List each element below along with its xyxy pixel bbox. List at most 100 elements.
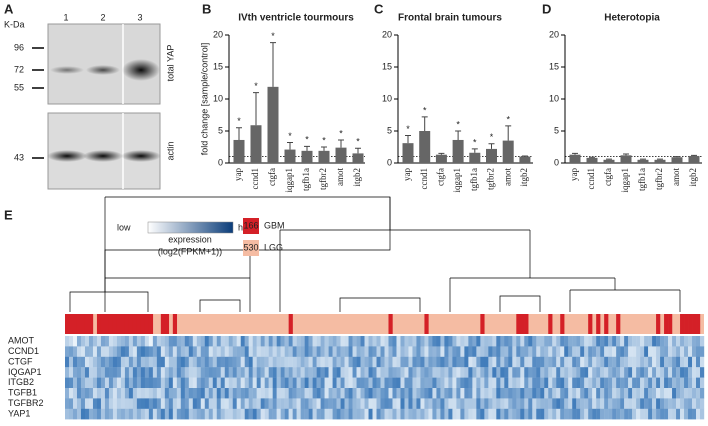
heatmap-cell bbox=[492, 377, 497, 389]
heatmap-cell bbox=[572, 398, 577, 409]
heatmap-cell bbox=[620, 356, 625, 368]
heatmap-cell bbox=[272, 367, 277, 378]
heatmap-cell bbox=[76, 377, 82, 389]
heatmap-cell bbox=[576, 408, 581, 420]
heatmap-cell bbox=[120, 356, 126, 368]
heatmap-cell bbox=[304, 336, 309, 347]
heatmap-cell bbox=[188, 388, 193, 399]
heatmap-cell bbox=[540, 408, 545, 420]
heatmap-cell bbox=[196, 398, 201, 409]
error-bar bbox=[640, 158, 646, 160]
heatmap-cell bbox=[240, 398, 245, 409]
heatmap-cell bbox=[436, 398, 441, 409]
heatmap-cell bbox=[204, 356, 209, 368]
bar bbox=[586, 157, 598, 163]
heatmap-cell bbox=[668, 336, 673, 347]
heatmap-cell bbox=[204, 336, 209, 347]
heatmap-cell bbox=[288, 388, 293, 399]
heatmap-cell bbox=[492, 336, 497, 347]
heatmap-cell bbox=[196, 377, 201, 389]
heatmap-cell bbox=[364, 346, 369, 357]
y-tick-label: 15 bbox=[213, 61, 223, 71]
x-tick-label: itgb2 bbox=[519, 168, 529, 187]
heatmap-cell bbox=[220, 408, 225, 420]
heatmap-cell bbox=[644, 398, 649, 409]
heatmap-cell bbox=[656, 336, 661, 347]
heatmap-cell bbox=[580, 367, 585, 378]
heatmap-cell bbox=[540, 377, 545, 389]
heatmap-cell bbox=[488, 346, 493, 357]
heatmap-cell bbox=[632, 346, 637, 357]
heatmap-cell bbox=[616, 388, 621, 399]
heatmap-cell bbox=[508, 367, 513, 378]
heatmap-cell bbox=[84, 398, 90, 409]
heatmap-cell bbox=[172, 408, 178, 420]
heatmap-cell bbox=[280, 377, 285, 389]
heatmap-cell bbox=[592, 388, 597, 399]
heatmap-cell bbox=[520, 356, 525, 368]
marker: 72 bbox=[14, 64, 24, 74]
heatmap-cell bbox=[688, 408, 693, 420]
heatmap-cell bbox=[348, 367, 353, 378]
heatmap-cell bbox=[376, 356, 381, 368]
heatmap-cell bbox=[96, 336, 102, 347]
heatmap-cell bbox=[320, 336, 325, 347]
heatmap-cell bbox=[420, 346, 425, 357]
heatmap-cell bbox=[600, 336, 605, 347]
heatmap-cell bbox=[648, 398, 653, 409]
heatmap-cell bbox=[304, 367, 309, 378]
heatmap-cell bbox=[292, 346, 297, 357]
significance: * bbox=[237, 116, 241, 126]
heatmap-cell bbox=[116, 408, 122, 420]
heatmap-cell bbox=[236, 336, 241, 347]
heatmap-cell bbox=[416, 367, 421, 378]
significance: * bbox=[406, 124, 410, 134]
heatmap-cell bbox=[408, 346, 413, 357]
heatmap-cell bbox=[284, 408, 289, 420]
heatmap-cell bbox=[392, 367, 397, 378]
bar bbox=[267, 86, 279, 163]
heatmap-cell bbox=[664, 398, 669, 409]
heatmap-cell bbox=[428, 346, 433, 357]
heatmap-cell bbox=[65, 408, 70, 420]
heatmap-cell bbox=[132, 346, 138, 357]
heatmap-cell bbox=[388, 408, 393, 420]
heatmap-cell bbox=[436, 336, 441, 347]
heatmap-cell bbox=[628, 388, 633, 399]
heatmap-cell bbox=[636, 377, 641, 389]
heatmap-cell bbox=[344, 408, 349, 420]
heatmap-cell bbox=[480, 388, 485, 399]
heatmap-cell bbox=[260, 346, 265, 357]
heatmap-cell bbox=[68, 408, 74, 420]
heatmap-cell bbox=[272, 398, 277, 409]
heatmap-cell bbox=[216, 408, 221, 420]
heatmap-cell bbox=[320, 408, 325, 420]
lane: 2 bbox=[100, 12, 105, 22]
heatmap-cell bbox=[112, 408, 118, 420]
heatmap-cell bbox=[260, 356, 265, 368]
heatmap-cell bbox=[520, 367, 525, 378]
heatmap-cell bbox=[424, 377, 429, 389]
heatmap-cell bbox=[616, 356, 621, 368]
heatmap-cell bbox=[212, 356, 217, 368]
heatmap-cell bbox=[176, 356, 182, 368]
heatmap-cell bbox=[268, 398, 273, 409]
heatmap-cell bbox=[124, 336, 130, 347]
heatmap-cell bbox=[400, 336, 405, 347]
heatmap-cell bbox=[228, 408, 233, 420]
heatmap-cell bbox=[320, 346, 325, 357]
heatmap-cell bbox=[324, 388, 329, 399]
heatmap-cell bbox=[152, 367, 158, 378]
heatmap-cell bbox=[464, 367, 469, 378]
heatmap-cell bbox=[672, 356, 677, 368]
heatmap-cell bbox=[240, 367, 245, 378]
heatmap-cell bbox=[84, 367, 90, 378]
heatmap-cell bbox=[584, 377, 589, 389]
heatmap-cell bbox=[344, 356, 349, 368]
heatmap-cell bbox=[212, 388, 217, 399]
bar bbox=[352, 153, 364, 163]
significance: * bbox=[271, 31, 275, 41]
heatmap-cell bbox=[232, 346, 237, 357]
heatmap-cell bbox=[308, 398, 313, 409]
x-tick-label: itgb2 bbox=[352, 168, 362, 187]
